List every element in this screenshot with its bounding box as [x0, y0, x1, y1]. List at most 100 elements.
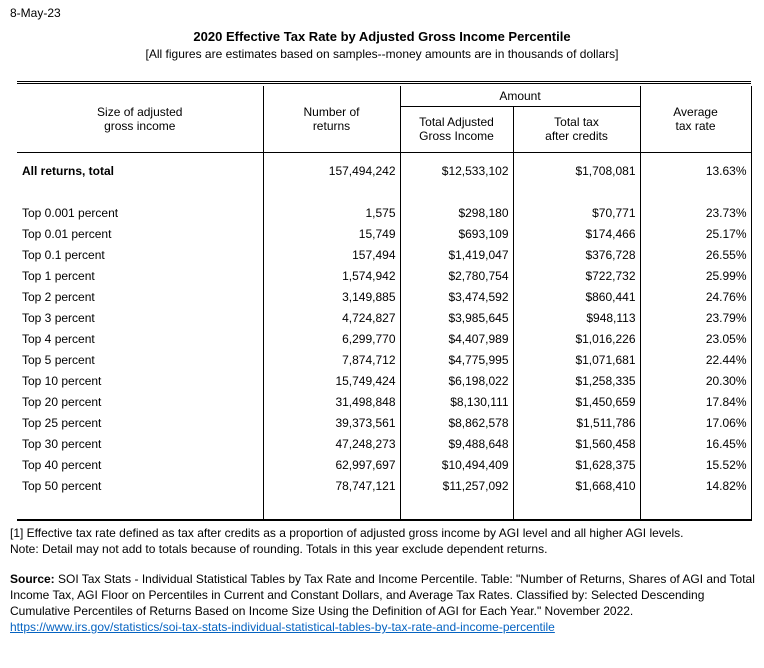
report-date: 8-May-23 [10, 6, 61, 20]
row-returns: 3,149,885 [263, 286, 401, 307]
row-rate: 15.52% [640, 454, 752, 475]
row-label: Top 30 percent [17, 433, 264, 454]
table-row: Top 10 percent 15,749,424 $6,198,022 $1,… [17, 370, 752, 391]
row-label: Top 3 percent [17, 307, 264, 328]
row-tax: $1,668,410 [513, 475, 641, 496]
table-row: Top 50 percent 78,747,121 $11,257,092 $1… [17, 475, 752, 496]
row-tax: $1,016,226 [513, 328, 641, 349]
row-tax: $722,732 [513, 265, 641, 286]
row-agi: $693,109 [400, 223, 514, 244]
row-returns: 7,874,712 [263, 349, 401, 370]
table-row: All returns, total 157,494,242 $12,533,1… [17, 160, 752, 181]
row-agi: $8,130,111 [400, 391, 514, 412]
row-returns: 1,575 [263, 202, 401, 223]
spacer-row [17, 152, 752, 160]
page-subtitle: [All figures are estimates based on samp… [145, 47, 619, 61]
row-agi: $6,198,022 [400, 370, 514, 391]
header-total-agi: Total Adjusted Gross Income [400, 106, 514, 153]
row-returns: 62,997,697 [263, 454, 401, 475]
row-rate: 17.06% [640, 412, 752, 433]
row-rate: 23.79% [640, 307, 752, 328]
row-tax: $1,450,659 [513, 391, 641, 412]
row-rate: 23.73% [640, 202, 752, 223]
row-agi: $8,862,578 [400, 412, 514, 433]
row-returns: 157,494 [263, 244, 401, 265]
footnote-definition: [1] Effective tax rate defined as tax af… [10, 526, 684, 540]
row-tax: $860,441 [513, 286, 641, 307]
table-top-rule [17, 81, 751, 84]
row-rate: 17.84% [640, 391, 752, 412]
row-agi: $11,257,092 [400, 475, 514, 496]
spacer-row [17, 496, 752, 520]
row-tax: $948,113 [513, 307, 641, 328]
header-size-of-agi: Size of adjusted gross income [17, 86, 264, 153]
table-row: Top 4 percent 6,299,770 $4,407,989 $1,01… [17, 328, 752, 349]
row-rate: 20.30% [640, 370, 752, 391]
row-tax: $1,560,458 [513, 433, 641, 454]
row-returns: 15,749,424 [263, 370, 401, 391]
row-label: All returns, total [17, 160, 264, 181]
row-agi: $9,488,648 [400, 433, 514, 454]
row-rate: 25.17% [640, 223, 752, 244]
row-tax: $376,728 [513, 244, 641, 265]
row-label: Top 10 percent [17, 370, 264, 391]
row-rate: 23.05% [640, 328, 752, 349]
row-tax: $1,628,375 [513, 454, 641, 475]
tax-rate-table: Size of adjusted gross income Number of … [17, 86, 752, 521]
row-tax: $1,708,081 [513, 160, 641, 181]
row-label: Top 25 percent [17, 412, 264, 433]
header-average-tax-rate: Average tax rate [640, 86, 752, 153]
source-label: Source: [10, 572, 55, 586]
row-returns: 78,747,121 [263, 475, 401, 496]
table-row: Top 5 percent 7,874,712 $4,775,995 $1,07… [17, 349, 752, 370]
table-row: Top 40 percent 62,997,697 $10,494,409 $1… [17, 454, 752, 475]
row-agi: $2,780,754 [400, 265, 514, 286]
table-row: Top 3 percent 4,724,827 $3,985,645 $948,… [17, 307, 752, 328]
source-link-row: https://www.irs.gov/statistics/soi-tax-s… [10, 619, 758, 635]
header-total-tax: Total tax after credits [513, 106, 641, 153]
row-label: Top 0.1 percent [17, 244, 264, 265]
header-amount-group: Amount [400, 86, 641, 107]
row-agi: $10,494,409 [400, 454, 514, 475]
table-row: Top 30 percent 47,248,273 $9,488,648 $1,… [17, 433, 752, 454]
table-row: Top 25 percent 39,373,561 $8,862,578 $1,… [17, 412, 752, 433]
row-agi: $298,180 [400, 202, 514, 223]
row-agi: $4,775,995 [400, 349, 514, 370]
footnotes: [1] Effective tax rate defined as tax af… [10, 525, 758, 635]
table-row: Top 0.001 percent 1,575 $298,180 $70,771… [17, 202, 752, 223]
row-returns: 1,574,942 [263, 265, 401, 286]
title-block: 2020 Effective Tax Rate by Adjusted Gros… [0, 29, 764, 61]
row-rate: 16.45% [640, 433, 752, 454]
blank-row [17, 181, 752, 202]
row-rate: 14.82% [640, 475, 752, 496]
row-agi: $3,474,592 [400, 286, 514, 307]
row-returns: 4,724,827 [263, 307, 401, 328]
header-number-of-returns: Number of returns [263, 86, 401, 153]
row-agi: $3,985,645 [400, 307, 514, 328]
row-label: Top 20 percent [17, 391, 264, 412]
table-row: Top 0.01 percent 15,749 $693,109 $174,46… [17, 223, 752, 244]
row-rate: 22.44% [640, 349, 752, 370]
row-label: Top 1 percent [17, 265, 264, 286]
row-label: Top 50 percent [17, 475, 264, 496]
row-label: Top 4 percent [17, 328, 264, 349]
row-tax: $174,466 [513, 223, 641, 244]
footnote-rounding-note: Note: Detail may not add to totals becau… [10, 542, 548, 556]
row-tax: $1,511,786 [513, 412, 641, 433]
row-tax: $1,258,335 [513, 370, 641, 391]
row-rate: 13.63% [640, 160, 752, 181]
row-label: Top 40 percent [17, 454, 264, 475]
row-returns: 47,248,273 [263, 433, 401, 454]
table-row: Top 2 percent 3,149,885 $3,474,592 $860,… [17, 286, 752, 307]
row-label: Top 0.001 percent [17, 202, 264, 223]
row-returns: 31,498,848 [263, 391, 401, 412]
irs-statistics-link[interactable]: https://www.irs.gov/statistics/soi-tax-s… [10, 620, 555, 634]
page-title: 2020 Effective Tax Rate by Adjusted Gros… [193, 29, 571, 44]
row-returns: 6,299,770 [263, 328, 401, 349]
row-returns: 157,494,242 [263, 160, 401, 181]
row-label: Top 2 percent [17, 286, 264, 307]
row-agi: $4,407,989 [400, 328, 514, 349]
row-rate: 24.76% [640, 286, 752, 307]
row-label: Top 0.01 percent [17, 223, 264, 244]
